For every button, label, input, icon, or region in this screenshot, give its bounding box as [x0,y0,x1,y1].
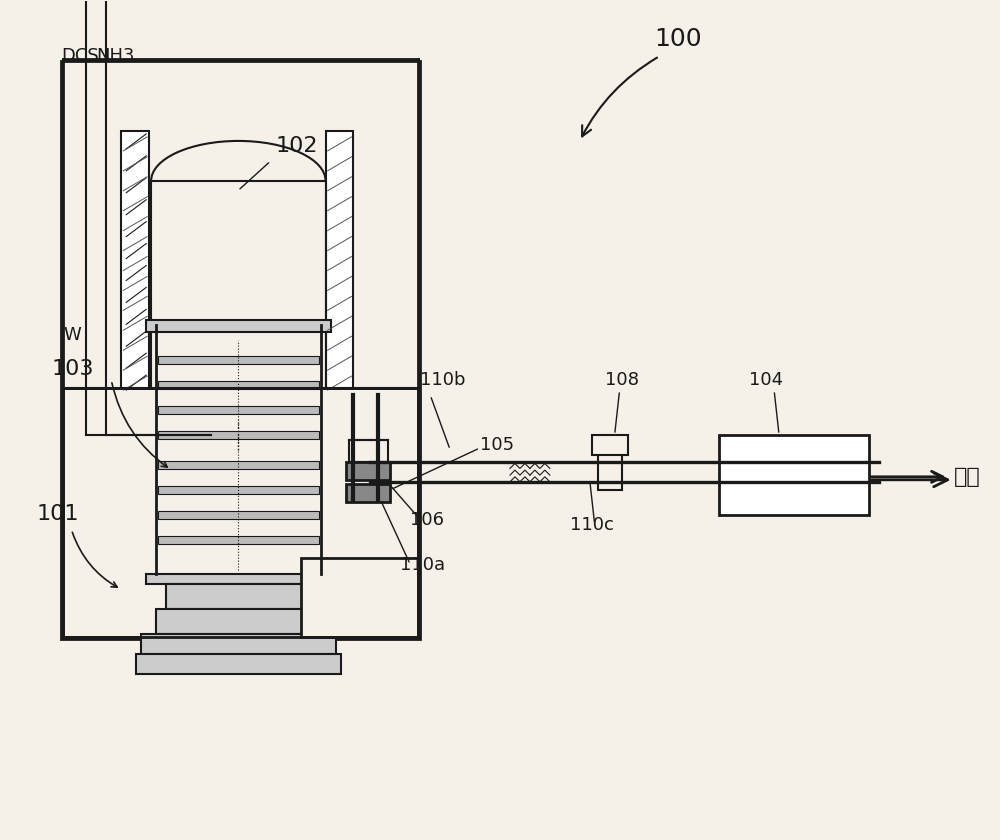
Bar [61,61,420,639]
Text: 104: 104 [749,371,783,389]
Bar [719,435,869,515]
FancyArrowPatch shape [872,473,948,486]
Bar [158,511,319,518]
Bar [592,435,628,455]
Bar [158,431,319,439]
Bar [151,181,326,410]
Bar [301,558,418,638]
Text: 110c: 110c [570,516,614,533]
Text: 100: 100 [654,27,702,51]
Text: W: W [63,326,81,344]
Text: 106: 106 [410,511,444,528]
Bar [346,484,390,501]
Bar [63,388,418,638]
Text: 103: 103 [51,360,94,379]
Text: 排气: 排气 [953,467,980,487]
Bar [166,585,311,609]
Bar [158,536,319,543]
Bar [158,406,319,414]
Text: DCS: DCS [61,47,99,66]
Bar [146,575,331,585]
Bar [346,462,390,480]
Bar [158,356,319,365]
Bar [349,440,388,462]
Text: 102: 102 [276,136,318,156]
Bar [121,131,149,395]
Bar [158,461,319,469]
Bar [158,381,319,389]
Bar [146,320,331,333]
Bar [326,131,353,395]
Bar [158,486,319,494]
Text: 105: 105 [480,436,514,454]
Text: 108: 108 [605,371,639,389]
Text: NH3: NH3 [96,47,135,66]
Bar [156,609,321,634]
Bar [141,634,336,654]
Text: 110b: 110b [420,371,466,389]
Bar [136,654,341,675]
Text: 110a: 110a [400,555,445,574]
Text: 101: 101 [37,504,79,523]
FancyArrowPatch shape [872,471,943,482]
Bar [598,440,622,490]
